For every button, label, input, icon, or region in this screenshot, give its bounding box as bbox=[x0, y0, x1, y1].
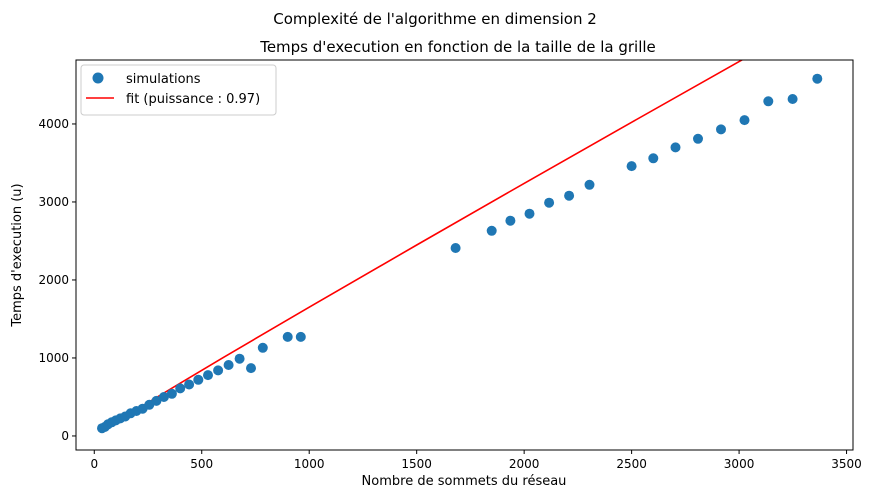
y-axis: 0 1000 2000 3000 4000 bbox=[38, 117, 76, 443]
x-tick-label: 2000 bbox=[509, 457, 540, 471]
data-point bbox=[524, 208, 535, 219]
data-point bbox=[151, 395, 162, 406]
x-tick-label: 1500 bbox=[401, 457, 432, 471]
data-point bbox=[234, 353, 245, 364]
data-point bbox=[693, 133, 703, 144]
chart-suptitle: Complexité de l'algorithme en dimension … bbox=[273, 10, 597, 28]
data-point bbox=[486, 225, 497, 236]
data-point bbox=[175, 383, 186, 394]
data-point bbox=[295, 331, 306, 342]
data-point bbox=[505, 215, 516, 226]
x-tick-label: 3000 bbox=[724, 457, 755, 471]
x-tick-label: 2500 bbox=[616, 457, 647, 471]
y-tick-label: 2000 bbox=[38, 273, 69, 287]
legend-frame bbox=[80, 64, 277, 116]
plot-area bbox=[97, 60, 823, 434]
y-tick-label: 4000 bbox=[38, 117, 69, 131]
data-point bbox=[450, 243, 461, 253]
data-point bbox=[203, 370, 213, 381]
x-tick-label: 500 bbox=[190, 457, 213, 471]
data-point bbox=[282, 331, 293, 342]
data-point bbox=[246, 363, 256, 374]
data-point bbox=[257, 342, 268, 353]
data-point bbox=[184, 379, 195, 390]
x-axis: 0 500 1000 1500 2000 2500 3000 3500 bbox=[90, 450, 862, 471]
data-point bbox=[670, 142, 681, 153]
legend-marker-simulations bbox=[92, 72, 104, 84]
data-point bbox=[166, 388, 177, 399]
y-axis-label: Temps d'execution (u) bbox=[10, 183, 25, 327]
data-point bbox=[763, 96, 774, 107]
legend-label-fit: fit (puissance : 0.97) bbox=[126, 92, 260, 107]
plot-frame bbox=[75, 59, 854, 451]
data-point bbox=[223, 360, 234, 370]
x-tick-label: 0 bbox=[90, 457, 98, 471]
legend: simulations fit (puissance : 0.97) bbox=[80, 64, 277, 116]
data-point bbox=[193, 374, 204, 385]
data-point bbox=[716, 124, 726, 135]
x-axis-label: Nombre de sommets du réseau bbox=[362, 474, 567, 489]
data-point bbox=[213, 365, 224, 376]
y-tick-label: 0 bbox=[61, 429, 69, 443]
x-tick-label: 3500 bbox=[831, 457, 862, 471]
data-point bbox=[584, 179, 595, 190]
data-point bbox=[564, 190, 575, 201]
data-point bbox=[544, 197, 555, 208]
data-point bbox=[648, 153, 659, 164]
y-tick-label: 1000 bbox=[38, 351, 69, 365]
x-tick-label: 1000 bbox=[294, 457, 325, 471]
y-tick-label: 3000 bbox=[38, 195, 69, 209]
legend-label-simulations: simulations bbox=[126, 72, 201, 87]
chart-title: Temps d'execution en fonction de la tail… bbox=[259, 38, 656, 56]
data-point bbox=[787, 94, 798, 104]
data-point bbox=[739, 115, 750, 126]
data-point bbox=[158, 392, 169, 402]
data-point bbox=[812, 73, 823, 84]
data-point bbox=[626, 161, 637, 172]
